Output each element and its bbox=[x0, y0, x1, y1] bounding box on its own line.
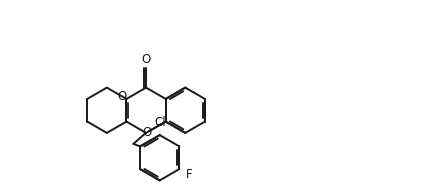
Text: O: O bbox=[142, 53, 151, 66]
Text: F: F bbox=[185, 168, 192, 181]
Text: O: O bbox=[142, 126, 151, 139]
Text: Cl: Cl bbox=[154, 116, 166, 129]
Text: O: O bbox=[118, 90, 127, 103]
